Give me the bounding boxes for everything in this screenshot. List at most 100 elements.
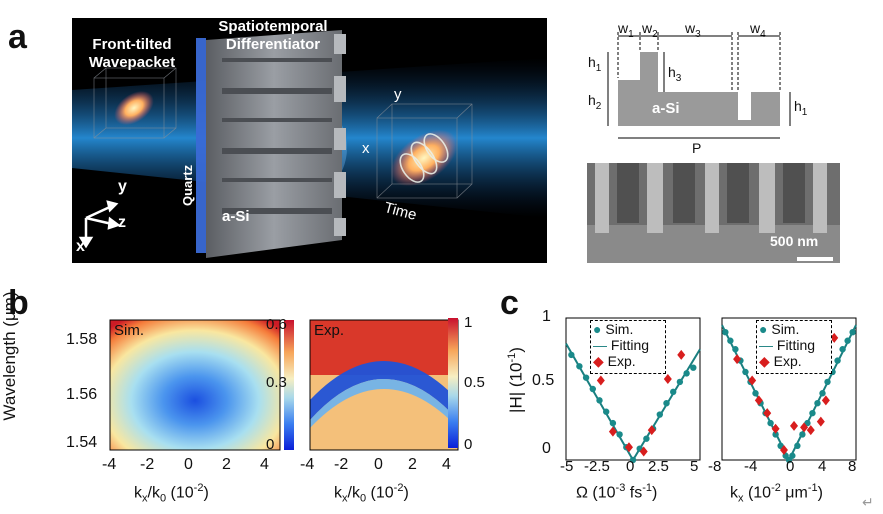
exp-point <box>754 395 763 406</box>
exp-point <box>771 423 780 434</box>
c1-xlabel: Ω (10-3 fs-1) <box>576 482 658 502</box>
b-sim-xtick-0: -4 <box>102 456 117 473</box>
w4-label: w4 <box>750 20 766 40</box>
sim-point <box>576 363 583 370</box>
exp-cbar-tick-1: 0.5 <box>464 374 485 391</box>
c1-xtick-2: 0 <box>626 458 635 475</box>
sim-point <box>722 329 729 336</box>
b-sim-xtick-1: -2 <box>140 456 155 473</box>
panel-b-ylabel: Wavelength (μm) <box>0 291 19 421</box>
exp-point <box>790 420 799 431</box>
exp-point <box>763 408 772 419</box>
pulse-y-label: y <box>394 86 402 103</box>
sim-point <box>727 337 734 344</box>
h1-label: h1 <box>588 54 602 74</box>
b-exp-xtick-2: 0 <box>374 456 383 473</box>
sim-point <box>824 378 831 386</box>
exp-point <box>663 374 672 385</box>
sim-point <box>732 346 739 353</box>
axis-x-label: x <box>76 238 85 255</box>
exp-point <box>639 446 648 457</box>
exp-cbar-tick-0: 1 <box>464 314 473 331</box>
exp-point <box>608 426 617 437</box>
exp-point <box>800 422 809 433</box>
b-exp-xtick-4: 4 <box>442 456 451 473</box>
panel-c-ylabel: |H| (10-1) <box>506 347 526 413</box>
sim-point <box>670 388 677 396</box>
sim-point <box>643 435 650 442</box>
c2-xlabel: kx (10-2 μm-1) <box>730 482 823 505</box>
exp-colorbar <box>448 318 458 448</box>
axis-z-label: z <box>118 214 126 231</box>
sim-colorbar <box>284 320 294 450</box>
c2-xtick-2: 0 <box>786 458 795 475</box>
b-exp-xlabel: kx/k0 (10-2) <box>334 482 409 505</box>
sim-point <box>849 329 856 336</box>
sim-point <box>752 390 759 397</box>
panel-c-letter: c <box>500 284 519 322</box>
sim-point <box>656 411 663 418</box>
sim-point <box>772 431 779 438</box>
sim-point <box>683 370 690 377</box>
w3-label: w3 <box>685 20 701 40</box>
sim-point <box>834 357 841 364</box>
sim-point <box>589 385 596 393</box>
unit-cell-schematic <box>607 32 791 139</box>
exp-point <box>677 349 686 360</box>
panel-a-illustration <box>72 18 547 263</box>
exp-point <box>624 442 633 453</box>
h3-label: h3 <box>668 64 682 84</box>
c-ytick-1: 1 <box>542 308 551 325</box>
h1b-label: h1 <box>794 98 808 118</box>
w2-label: w2 <box>642 20 658 40</box>
exp-point <box>779 445 788 456</box>
sim-point <box>690 364 697 371</box>
sim-point <box>676 378 684 386</box>
panel-b-letter: b <box>8 284 29 322</box>
sim-heatmap <box>110 320 280 450</box>
front-tilted-label: Front-tilted Wavepacket <box>88 36 176 71</box>
trailing-mark: ↵ <box>862 494 874 510</box>
b-ytick-2: 1.54 <box>66 434 98 451</box>
b-sim-xtick-3: 2 <box>222 456 231 473</box>
sim-point <box>794 442 801 449</box>
sim-point <box>742 368 749 376</box>
sim-tag: Sim. <box>114 322 144 339</box>
panel-a-letter: a <box>8 18 27 56</box>
sem-scale-label: 500 nm <box>770 233 819 249</box>
sim-point <box>789 452 796 459</box>
exp-point <box>806 425 815 436</box>
pulse-x-label: x <box>362 140 370 157</box>
schematic-material-label: a-Si <box>652 100 680 117</box>
quartz-label: Quartz <box>180 164 195 206</box>
sim-cbar-tick-0: 0.6 <box>266 316 287 333</box>
sim-point <box>663 400 670 407</box>
exp-tag: Exp. <box>314 322 345 339</box>
sim-point <box>609 419 617 427</box>
exp-point <box>816 416 825 427</box>
h2-label: h2 <box>588 92 602 112</box>
b-exp-xtick-3: 2 <box>408 456 417 473</box>
sem-image <box>587 163 840 263</box>
w1-label: w1 <box>618 20 634 40</box>
differentiator-label: Spatiotemporal Differentiator <box>218 18 328 53</box>
exp-point <box>733 354 742 365</box>
sim-point <box>844 337 851 344</box>
sim-point <box>568 351 575 359</box>
sim-cbar-tick-1: 0.3 <box>266 374 287 391</box>
c-ytick-05: 0.5 <box>532 372 555 389</box>
c1-xtick-0: -5 <box>560 458 574 475</box>
c-ytick-0: 0 <box>542 440 551 457</box>
legend-left: ● Sim. — Fitting ◆ Exp. <box>590 320 666 374</box>
b-ytick-0: 1.58 <box>66 331 98 348</box>
c1-xtick-1: -2.5 <box>584 458 610 475</box>
sim-point <box>814 400 821 407</box>
period-label: P <box>692 140 702 156</box>
sim-cbar-tick-2: 0 <box>266 436 275 453</box>
sim-point <box>596 397 603 404</box>
sim-point <box>809 409 816 417</box>
sim-point <box>582 374 590 381</box>
b-sim-xtick-2: 0 <box>184 456 193 473</box>
exp-point <box>830 332 839 343</box>
exp-point <box>596 375 605 386</box>
